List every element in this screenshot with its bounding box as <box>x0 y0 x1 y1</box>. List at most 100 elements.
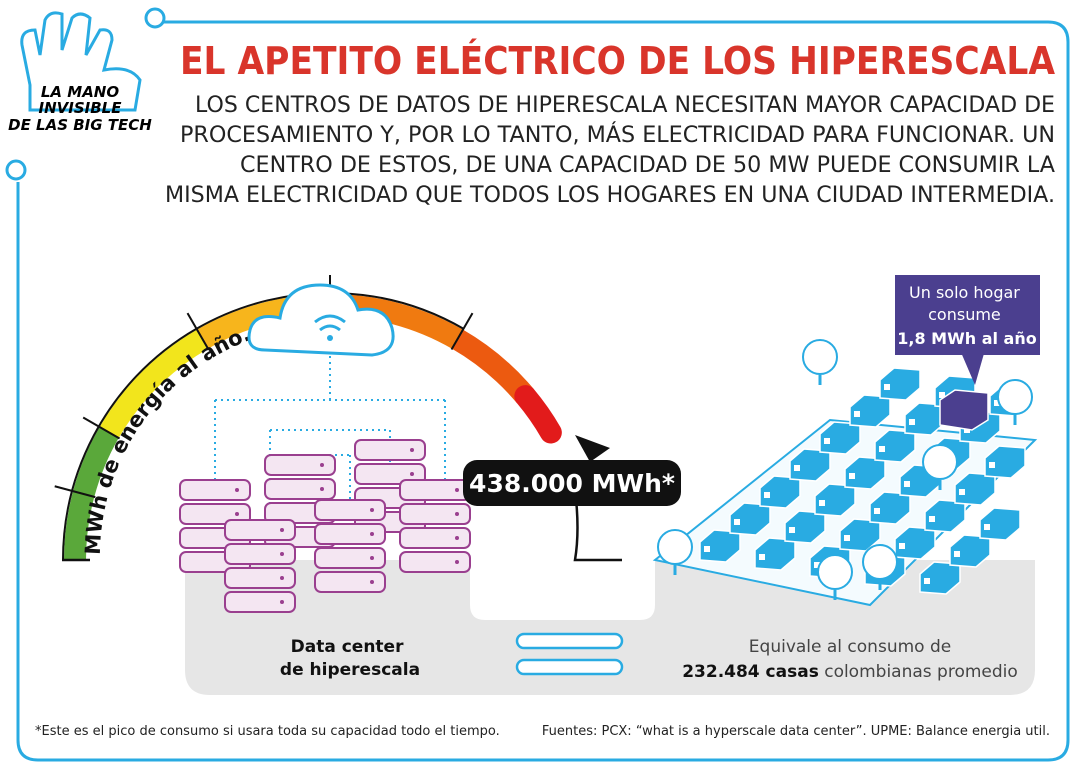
house-window <box>789 527 795 533</box>
server-unit <box>399 479 471 501</box>
tree <box>657 529 693 565</box>
frame-dot <box>5 159 27 181</box>
tree <box>802 339 838 375</box>
server-unit <box>224 519 296 541</box>
house-window <box>849 473 855 479</box>
server-led <box>370 580 374 584</box>
svg-text:232.484 casas colombianas prom: 232.484 casas colombianas promedio <box>682 662 1018 682</box>
gauge-segment <box>99 329 209 439</box>
frame <box>16 20 1070 762</box>
house <box>984 445 1026 479</box>
house-window <box>954 551 960 557</box>
description-line: MISMA ELECTRICIDAD QUE TODOS LOS HOGARES… <box>165 183 1055 208</box>
tree <box>922 444 958 480</box>
datacenter-label: Data center <box>291 637 404 657</box>
equivalence-bold: 232.484 casas <box>682 662 819 682</box>
connector <box>515 658 624 676</box>
callout-pointer <box>960 350 985 385</box>
description-line: PROCESAMIENTO Y, POR LO TANTO, MÁS ELECT… <box>180 122 1055 148</box>
server-unit <box>399 527 471 549</box>
server-led <box>280 600 284 604</box>
server-led <box>410 448 414 452</box>
svg-text:Un solo hogar consume: Un solo hogar consume 1,8 MWh al año <box>897 283 1036 348</box>
callout-text: Un solo hogar <box>909 283 1020 302</box>
server-led <box>320 463 324 467</box>
server-unit <box>314 523 386 545</box>
server-unit <box>314 571 386 593</box>
server-led <box>280 552 284 556</box>
server-led <box>455 536 459 540</box>
tree <box>817 554 853 590</box>
server-unit <box>224 591 296 613</box>
house-window <box>984 524 990 530</box>
server-unit <box>314 499 386 521</box>
tree <box>862 544 898 580</box>
server-unit <box>399 503 471 525</box>
server-led <box>455 512 459 516</box>
house-window <box>884 384 890 390</box>
logo-text: INVISIBLE <box>39 99 123 117</box>
sources: Fuentes: PCX: “what is a hyperscale data… <box>542 724 1050 739</box>
highlight-house <box>939 389 989 431</box>
gauge-tick <box>450 312 474 351</box>
server-unit <box>264 454 336 476</box>
server-led <box>370 556 374 560</box>
gauge-segment <box>514 385 562 444</box>
logo-text: LA MANO <box>41 83 119 101</box>
house-window <box>879 446 885 452</box>
gauge-tick <box>54 485 96 499</box>
server-led <box>410 472 414 476</box>
house <box>979 507 1021 541</box>
server-unit <box>179 479 251 501</box>
house-window <box>959 489 965 495</box>
tree <box>997 379 1033 415</box>
server-led <box>280 528 284 532</box>
value-pointer <box>575 435 610 462</box>
house-window <box>704 546 710 552</box>
server-led <box>455 488 459 492</box>
gauge-tick <box>82 416 121 440</box>
house-window <box>819 500 825 506</box>
logo-text: DE LAS BIG TECH <box>8 116 152 134</box>
house-window <box>759 554 765 560</box>
server-unit <box>314 547 386 569</box>
equivalence-text: colombianas promedio <box>819 662 1018 682</box>
server-unit <box>224 567 296 589</box>
servers <box>179 439 471 613</box>
house-window <box>734 519 740 525</box>
value-label: 438.000 MWh* <box>469 469 675 498</box>
logo: LA MANO INVISIBLE DE LAS BIG TECH <box>8 11 152 134</box>
callout-text: consume <box>928 305 1001 324</box>
server-led <box>455 560 459 564</box>
svg-text:Data center de hiperescala: Data center de hiperescala <box>280 637 420 680</box>
server-led <box>235 512 239 516</box>
house-window <box>924 578 930 584</box>
callout-box <box>895 275 1040 355</box>
house-window <box>964 427 970 433</box>
house-window <box>939 392 945 398</box>
callout-text: 1,8 MWh al año <box>897 329 1036 348</box>
house-window <box>794 465 800 471</box>
server-led <box>280 576 284 580</box>
frame-dot <box>144 7 166 29</box>
house-window <box>854 411 860 417</box>
server-led <box>320 487 324 491</box>
house-window <box>909 419 915 425</box>
connector <box>515 632 624 650</box>
title: EL APETITO ELÉCTRICO DE LOS HIPERESCALA <box>180 39 1056 83</box>
city <box>652 339 1038 607</box>
house-window <box>904 481 910 487</box>
server-unit <box>224 543 296 565</box>
server-unit <box>354 439 426 461</box>
description-line: LOS CENTROS DE DATOS DE HIPERESCALA NECE… <box>195 93 1055 118</box>
equivalence-text: Equivale al consumo de <box>749 637 951 657</box>
server-led <box>235 488 239 492</box>
server-unit <box>264 478 336 500</box>
house-window <box>764 492 770 498</box>
server-led <box>370 508 374 512</box>
house-window <box>874 508 880 514</box>
house <box>879 367 921 401</box>
datacenter-label: de hiperescala <box>280 660 420 680</box>
footnote: *Este es el pico de consumo si usara tod… <box>35 724 500 739</box>
